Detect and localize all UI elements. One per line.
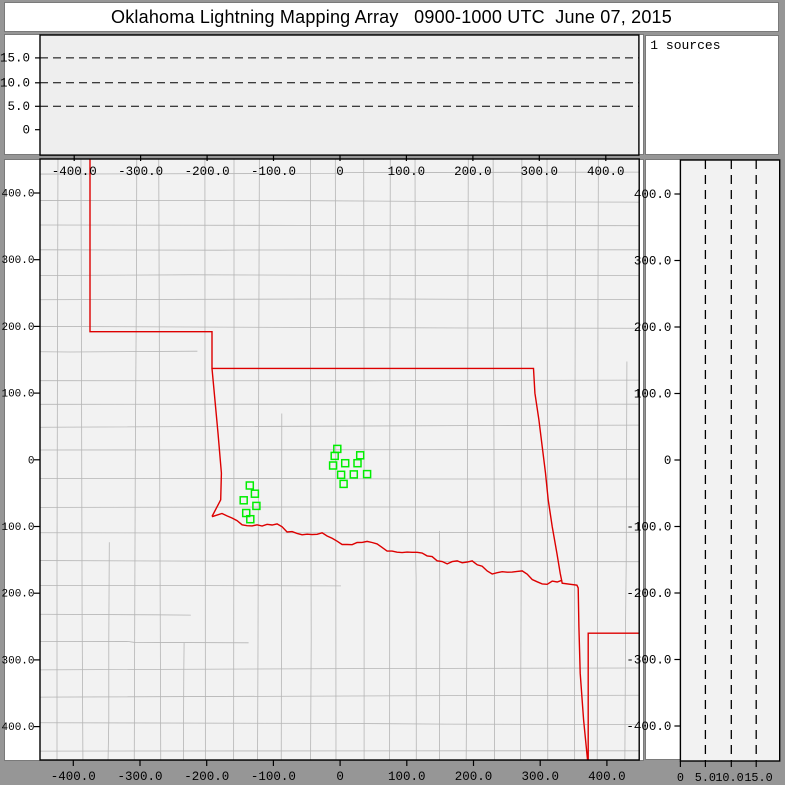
svg-text:400.0: 400.0 (587, 165, 625, 179)
svg-text:-200.0: -200.0 (185, 165, 230, 179)
svg-text:10.0: 10.0 (0, 76, 30, 90)
svg-text:200.0: 200.0 (634, 321, 672, 335)
svg-text:200.0: 200.0 (2, 322, 35, 334)
svg-text:400.0: 400.0 (588, 770, 626, 784)
svg-text:300.0: 300.0 (634, 255, 672, 269)
svg-text:5.0: 5.0 (8, 100, 31, 114)
svg-text:-300.0: -300.0 (627, 654, 672, 668)
svg-text:0: 0 (337, 770, 345, 784)
svg-text:-400.0: -400.0 (51, 770, 96, 784)
svg-text:0: 0 (664, 454, 672, 468)
svg-text:100.0: 100.0 (634, 388, 672, 402)
svg-text:-100.0: -100.0 (627, 521, 672, 535)
svg-text:-100.0: -100.0 (251, 770, 296, 784)
svg-text:15.0: 15.0 (0, 51, 30, 65)
svg-text:300.0: 300.0 (521, 165, 559, 179)
svg-text:0: 0 (677, 771, 684, 785)
svg-text:100.0: 100.0 (2, 389, 35, 401)
svg-text:0: 0 (28, 455, 35, 467)
svg-text:-400.0: -400.0 (52, 165, 97, 179)
svg-text:5.0: 5.0 (695, 771, 716, 785)
svg-text:300.0: 300.0 (522, 770, 560, 784)
svg-text:-200.0: -200.0 (184, 770, 229, 784)
svg-text:400.0: 400.0 (2, 189, 35, 201)
svg-text:-200.0: -200.0 (0, 589, 35, 601)
svg-text:-300.0: -300.0 (118, 770, 163, 784)
svg-text:-400.0: -400.0 (627, 720, 672, 734)
svg-text:200.0: 200.0 (454, 165, 492, 179)
svg-text:-300.0: -300.0 (118, 165, 163, 179)
svg-text:0: 0 (337, 165, 345, 179)
svg-text:200.0: 200.0 (455, 770, 493, 784)
svg-text:15.0: 15.0 (745, 771, 773, 785)
svg-text:-100.0: -100.0 (251, 165, 296, 179)
svg-text:-100.0: -100.0 (0, 522, 35, 534)
svg-text:300.0: 300.0 (2, 255, 35, 267)
svg-text:400.0: 400.0 (634, 188, 672, 202)
svg-text:100.0: 100.0 (388, 770, 426, 784)
svg-text:-300.0: -300.0 (0, 655, 35, 667)
svg-text:0: 0 (23, 123, 31, 137)
svg-text:-200.0: -200.0 (627, 587, 672, 601)
svg-text:100.0: 100.0 (388, 165, 426, 179)
svg-text:10.0: 10.0 (716, 771, 744, 785)
svg-text:-400.0: -400.0 (0, 722, 35, 734)
